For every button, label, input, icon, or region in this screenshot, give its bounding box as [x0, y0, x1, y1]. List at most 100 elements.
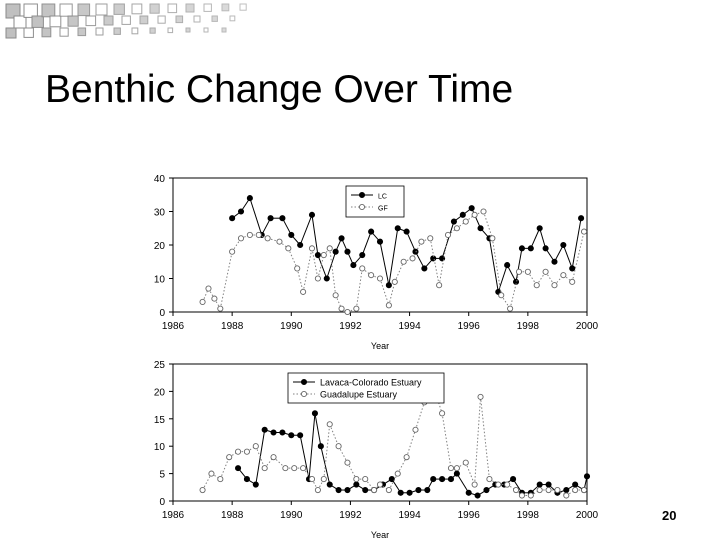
y-tick-label: 25 [154, 360, 166, 371]
data-point [385, 302, 392, 309]
data-point [412, 426, 419, 433]
data-point [394, 225, 401, 232]
data-point [246, 231, 253, 238]
data-point [580, 228, 588, 235]
data-point [483, 486, 490, 494]
data-point [507, 305, 514, 312]
data-point [524, 268, 531, 275]
data-point [554, 486, 561, 494]
data-point [572, 486, 579, 494]
series-line-segment [219, 251, 233, 309]
data-point [288, 432, 295, 439]
data-point [385, 486, 392, 494]
data-point [376, 238, 384, 245]
series-line-segment [255, 446, 266, 469]
data-point [391, 278, 398, 285]
series-line-segment [506, 264, 517, 283]
series-line-segment [415, 251, 425, 269]
series-line-segment [281, 217, 292, 236]
series-line-segment [379, 278, 390, 306]
deco-square [167, 27, 174, 34]
deco-square [239, 3, 247, 11]
series-line-segment [311, 214, 319, 256]
data-point [459, 211, 466, 218]
series-line-segment [571, 218, 582, 269]
series-line-segment [249, 197, 263, 236]
deco-square [203, 27, 209, 33]
series-line-segment [323, 424, 331, 480]
series-line-segment [441, 413, 452, 469]
chart-bottom: 0 5 10 15 20 25 1986 1988 1990 1992 1994 1996 1998 20… [154, 360, 599, 540]
series-line-segment [406, 231, 416, 252]
series-line-segment [488, 238, 499, 292]
data-point [362, 476, 369, 483]
decorative-square-pattern [5, 3, 247, 39]
data-point [261, 426, 268, 433]
data-point [350, 262, 357, 269]
data-point [291, 465, 298, 472]
series-line-segment [296, 268, 304, 293]
series-line-segment [415, 402, 425, 430]
data-point [359, 265, 366, 272]
data-point [294, 265, 301, 272]
data-point [326, 481, 333, 488]
series-line-segment [311, 248, 319, 279]
data-point [545, 481, 552, 488]
data-point [335, 486, 342, 494]
data-point [317, 443, 324, 450]
data-point [450, 218, 457, 225]
data-point [536, 481, 543, 488]
data-point [406, 489, 413, 496]
series-line-segment [500, 294, 511, 309]
data-point [542, 268, 549, 275]
data-point [243, 448, 250, 455]
data-point [486, 476, 493, 483]
deco-square [59, 27, 69, 37]
series-line-segment [388, 228, 399, 286]
series-line-segment [456, 473, 470, 494]
series-line-segment [465, 462, 476, 485]
data-point [536, 486, 543, 494]
deco-square [59, 3, 73, 17]
series-line-segment [527, 271, 538, 286]
data-point [246, 195, 253, 202]
data-point [252, 481, 259, 488]
data-point [518, 492, 525, 499]
legend-marker [358, 203, 366, 211]
deco-square [41, 3, 56, 18]
data-point [453, 225, 460, 232]
series-line-segment [491, 238, 502, 296]
y-tick-label: 20 [154, 241, 166, 252]
series-line-segment [571, 231, 585, 282]
data-point [512, 486, 520, 494]
deco-square [5, 3, 21, 19]
data-point [252, 443, 259, 450]
data-point [563, 486, 570, 494]
data-point [447, 476, 455, 483]
data-point [326, 245, 333, 252]
series-line-segment [509, 271, 520, 309]
data-point [211, 295, 218, 302]
data-point [314, 275, 321, 282]
data-point [560, 241, 567, 249]
data-point [314, 251, 321, 259]
series-line-segment [314, 413, 322, 447]
data-point [447, 465, 455, 472]
series-line-segment [471, 207, 482, 229]
data-point [580, 486, 588, 494]
series-line-segment [438, 234, 449, 286]
data-point [583, 473, 591, 480]
legend-marker [300, 378, 308, 386]
data-point [536, 225, 543, 232]
data-point [578, 215, 585, 222]
data-point [338, 235, 345, 242]
data-point [208, 470, 215, 477]
data-point [465, 489, 472, 496]
x-tick-label: 1992 [339, 321, 362, 332]
legend: LC GF [345, 185, 405, 218]
plot-frame [172, 363, 588, 502]
data-point [344, 248, 351, 255]
series-line-segment [320, 446, 331, 485]
data-point [474, 492, 481, 499]
deco-square [203, 3, 212, 12]
